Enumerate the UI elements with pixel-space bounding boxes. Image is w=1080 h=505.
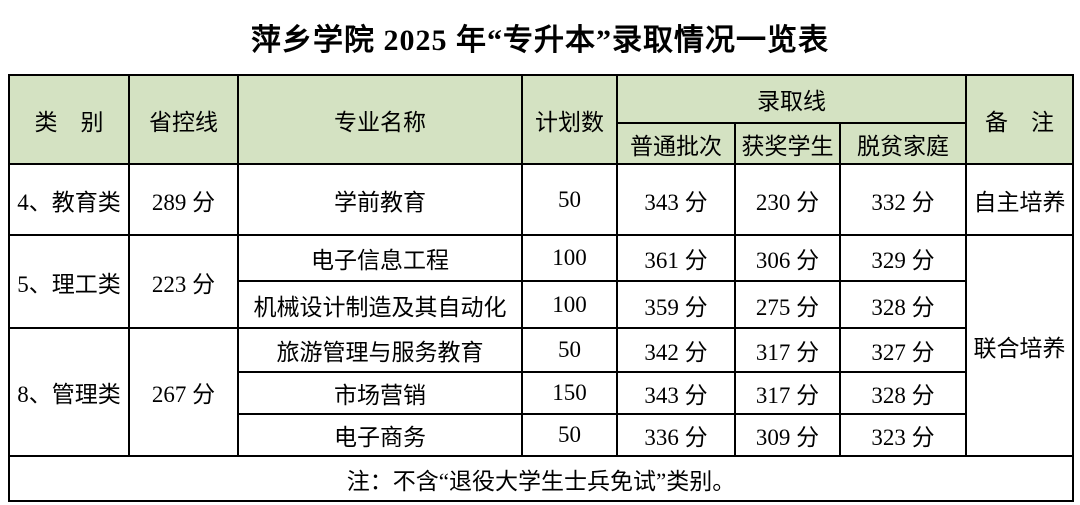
cell-province-line: 267 分 — [128, 327, 239, 457]
admissions-table: 类 别 省控线 专业名称 计划数 录取线 备 注 普通批次 获奖学生 脱贫家庭 … — [7, 74, 1075, 502]
cell-poverty-line: 329 分 — [838, 234, 968, 282]
header-row-1: 类 别 省控线 专业名称 计划数 录取线 备 注 — [8, 74, 1075, 165]
cell-major: 学前教育 — [237, 163, 523, 236]
cell-remark: 自主培养 — [965, 163, 1075, 236]
table-row: 4、教育类 289 分 学前教育 50 343 分 230 分 332 分 自主… — [8, 163, 1075, 236]
cell-award-line: 230 分 — [734, 163, 841, 236]
header-award-students: 获奖学生 — [734, 122, 841, 165]
table-row: 8、管理类 267 分 旅游管理与服务教育 50 342 分 317 分 327… — [8, 327, 1073, 457]
header-poverty-family: 脱贫家庭 — [838, 122, 968, 165]
cell-plan: 50 — [521, 413, 618, 457]
cell-normal-line: 359 分 — [616, 280, 736, 329]
cell-poverty-line: 323 分 — [838, 413, 968, 457]
note-row: 注：不含“退役大学生士兵免试”类别。 — [7, 455, 1075, 502]
table-row: 机械设计制造及其自动化 100 359 分 275 分 328 分 — [9, 280, 1073, 329]
cell-award-line: 317 分 — [734, 371, 841, 415]
table-row: 电子商务 50 336 分 309 分 323 分 — [9, 413, 1073, 457]
cell-major: 电子商务 — [237, 413, 523, 457]
header-admission-line: 录取线 — [615, 74, 968, 124]
cell-award-line: 275 分 — [734, 280, 841, 329]
cell-normal-line: 361 分 — [616, 234, 736, 282]
cell-normal-line: 343 分 — [616, 371, 736, 415]
cell-category: 5、理工类 — [8, 234, 130, 329]
cell-plan: 100 — [521, 234, 618, 282]
header-normal-batch: 普通批次 — [616, 122, 736, 165]
cell-category: 4、教育类 — [8, 163, 130, 236]
cell-remark: 联合培养 — [965, 234, 1075, 457]
cell-poverty-line: 327 分 — [838, 327, 968, 373]
header-row-2: 普通批次 获奖学生 脱贫家庭 — [9, 122, 1073, 165]
cell-major: 旅游管理与服务教育 — [237, 327, 523, 373]
cell-major: 机械设计制造及其自动化 — [237, 280, 523, 329]
table-row: 市场营销 150 343 分 317 分 328 分 — [9, 371, 1073, 415]
cell-normal-line: 336 分 — [616, 413, 736, 457]
cell-province-line: 223 分 — [128, 234, 239, 329]
header-province-line: 省控线 — [128, 74, 239, 165]
header-remark: 备 注 — [965, 74, 1075, 165]
cell-poverty-line: 328 分 — [838, 280, 968, 329]
cell-major: 电子信息工程 — [237, 234, 523, 282]
cell-award-line: 317 分 — [734, 327, 841, 373]
cell-normal-line: 342 分 — [616, 327, 736, 373]
cell-award-line: 309 分 — [734, 413, 841, 457]
cell-category: 8、管理类 — [8, 327, 130, 457]
cell-poverty-line: 328 分 — [838, 371, 968, 415]
table-note: 注：不含“退役大学生士兵免试”类别。 — [7, 455, 1075, 502]
cell-award-line: 306 分 — [734, 234, 841, 282]
cell-major: 市场营销 — [237, 371, 523, 415]
cell-province-line: 289 分 — [128, 163, 239, 236]
header-category: 类 别 — [8, 74, 130, 165]
cell-plan: 50 — [521, 163, 618, 236]
cell-poverty-line: 332 分 — [838, 163, 968, 236]
header-major: 专业名称 — [237, 74, 523, 165]
cell-plan: 150 — [521, 371, 618, 415]
cell-normal-line: 343 分 — [616, 163, 736, 236]
cell-plan: 50 — [521, 327, 618, 373]
header-plan: 计划数 — [521, 74, 618, 165]
table-row: 5、理工类 223 分 电子信息工程 100 361 分 306 分 329 分… — [8, 234, 1075, 457]
cell-plan: 100 — [521, 280, 618, 329]
page-title: 萍乡学院 2025 年“专升本”录取情况一览表 — [251, 24, 829, 57]
